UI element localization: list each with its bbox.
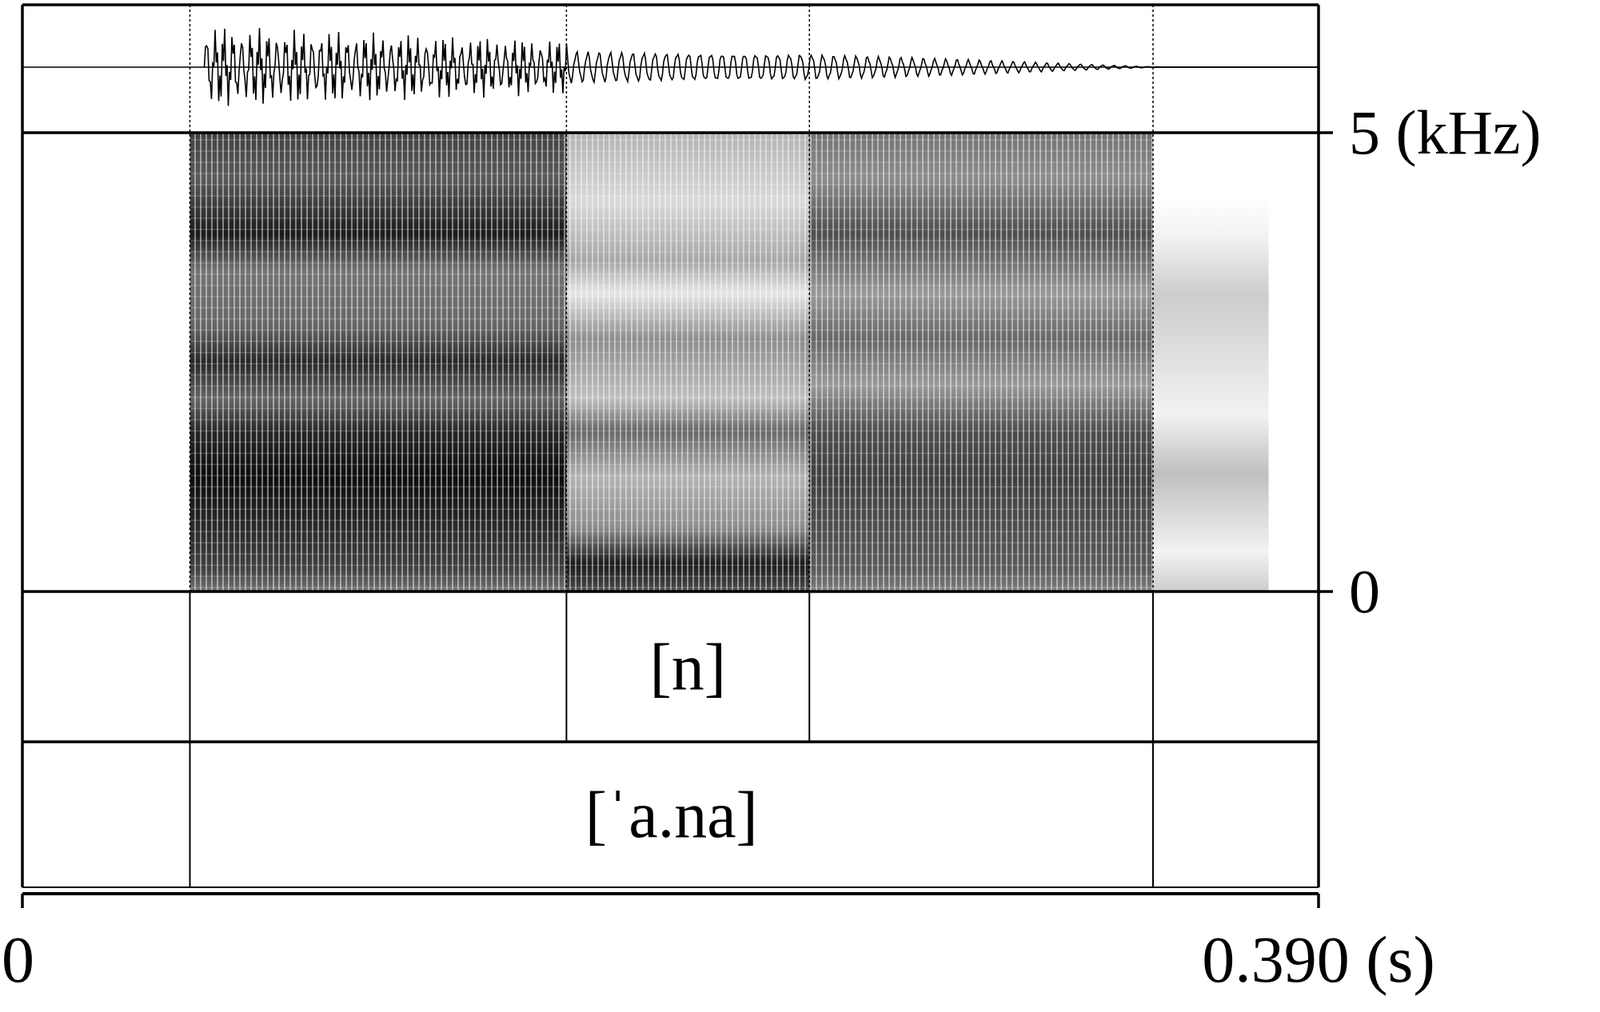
x-tick-label: 0.390 (s) [1201, 923, 1436, 997]
spectrogram [189, 132, 1269, 592]
boundary-guide [1152, 4, 1154, 592]
spectrogram-striations [189, 132, 1154, 592]
x-tick [1316, 893, 1321, 909]
y-tick-label: 5 (kHz) [1348, 97, 1541, 168]
tier-boundary [188, 591, 191, 743]
x-tick [20, 893, 24, 909]
figure: 0 5 (kHz) [n] [ˈa.na] 0 0.390 (s) [0, 0, 1600, 1012]
interval-label: [ˈa.na] [585, 778, 759, 852]
boundary-guide [189, 4, 192, 592]
waveform-zero-line [22, 66, 1319, 68]
figure-root: 0 5 (kHz) [n] [ˈa.na] 0 0.390 (s) [0, 0, 1600, 1012]
frame-top [22, 3, 1319, 7]
interval-label: [n] [650, 630, 727, 704]
tier-boundary [808, 591, 810, 743]
tier-boundary [565, 591, 567, 743]
y-tick [22, 590, 1333, 594]
y-tick [22, 131, 1333, 135]
tier-divider [22, 740, 1319, 744]
tier-boundary [1152, 742, 1154, 888]
boundary-guide [566, 4, 568, 592]
boundary-guide [808, 4, 810, 592]
frame-left [20, 4, 24, 888]
tier-boundary [188, 742, 191, 888]
spectrogram-tail [1153, 196, 1269, 592]
x-axis [22, 892, 1319, 896]
tier-boundary [1152, 591, 1154, 743]
x-tick-label: 0 [1, 923, 35, 997]
frame-right [1316, 4, 1321, 888]
y-tick-label: 0 [1348, 556, 1381, 627]
frame-bottom [22, 886, 1319, 889]
